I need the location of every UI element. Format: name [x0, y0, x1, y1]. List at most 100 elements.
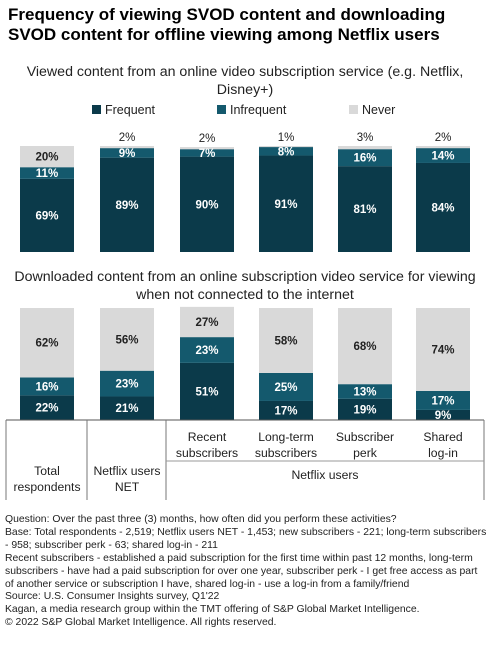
- data-label-chart2-never-0: 62%: [35, 338, 58, 350]
- data-label-chart2-frequent-2: 51%: [195, 386, 218, 398]
- legend-swatch-never: [349, 105, 358, 115]
- category-label-3-line-1: subscribers: [255, 446, 317, 460]
- data-label-chart1-frequent-5: 84%: [431, 202, 454, 214]
- bar-chart1-frequent-3: [259, 155, 313, 252]
- bar-chart1-never-0: [20, 146, 74, 168]
- footnote-kagan: Kagan, a media research group within the…: [5, 604, 420, 616]
- bar-chart1-infrequent-1: [100, 148, 154, 158]
- bar-chart2-frequent-4: [338, 398, 392, 420]
- data-label-chart2-infrequent-4: 13%: [353, 386, 376, 398]
- data-label-chart1-frequent-2: 90%: [195, 199, 218, 211]
- bar-chart1-never-3: [259, 146, 313, 148]
- legend-item-frequent: Frequent: [92, 103, 155, 117]
- data-label-chart2-never-4: 68%: [353, 341, 376, 353]
- legend-label-frequent: Frequent: [105, 103, 156, 117]
- bar-chart1-frequent-0: [20, 178, 74, 252]
- legend-label-never: Never: [362, 103, 396, 117]
- category-label-0-line-2: respondents: [13, 480, 80, 494]
- bar-chart1-frequent-4: [338, 166, 392, 252]
- data-label-chart1-infrequent-0: 11%: [36, 168, 58, 180]
- bar-chart2-never-0: [20, 308, 74, 378]
- category-label-1-line-2: NET: [115, 480, 140, 494]
- category-label-2-line-0: Recent: [188, 430, 227, 444]
- data-label-chart2-frequent-0: 22%: [35, 403, 58, 415]
- data-label-chart2-frequent-5: 9%: [435, 410, 452, 422]
- netflix-users-group-label: Netflix users: [291, 468, 358, 482]
- footnote-base: Base: Total respondents - 2,519; Netflix…: [5, 526, 487, 551]
- bar-chart2-frequent-2: [180, 362, 234, 420]
- data-label-chart2-frequent-3: 17%: [274, 405, 297, 417]
- data-label-chart2-infrequent-0: 16%: [35, 381, 58, 393]
- bar-chart1-frequent-5: [416, 162, 470, 252]
- data-label-chart1-never-3: 1%: [278, 132, 295, 144]
- bar-chart2-infrequent-4: [338, 384, 392, 399]
- data-label-chart2-infrequent-1: 23%: [115, 379, 138, 391]
- data-label-chart1-never-5: 2%: [435, 132, 452, 144]
- stacked-bar-charts: 69% 11% 20% 89% 9% 2% 90% 7% 2% 91% 8% 1% 81% 16% 3% 84…: [5, 132, 485, 500]
- bar-chart1-never-1: [100, 146, 154, 149]
- data-label-chart1-frequent-0: 69%: [35, 210, 58, 222]
- bar-chart1-infrequent-4: [338, 149, 392, 167]
- data-label-chart1-frequent-4: 81%: [353, 204, 376, 216]
- bar-chart1-never-5: [416, 146, 470, 149]
- bar-chart2-frequent-3: [259, 400, 313, 420]
- category-label-5-line-1: log-in: [428, 446, 458, 460]
- data-label-chart2-frequent-4: 19%: [353, 404, 376, 416]
- data-label-chart1-never-1: 2%: [119, 132, 136, 144]
- bar-chart1-infrequent-3: [259, 147, 313, 156]
- bar-chart1-never-2: [180, 147, 234, 150]
- data-label-chart2-infrequent-2: 23%: [195, 345, 218, 357]
- bar-chart2-never-2: [180, 306, 234, 338]
- legend-item-never: Never: [349, 103, 395, 117]
- legend: Frequent Infrequent Never: [0, 103, 490, 119]
- category-label-4-line-1: perk: [353, 446, 378, 460]
- bar-chart2-infrequent-5: [416, 390, 470, 410]
- category-label-2-line-1: subscribers: [176, 446, 238, 460]
- footnotes: Question: Over the past three (3) months…: [5, 514, 487, 630]
- data-label-chart2-never-2: 27%: [195, 317, 218, 329]
- data-label-chart1-never-0: 20%: [35, 152, 58, 164]
- legend-item-infrequent: Infrequent: [217, 103, 286, 117]
- bar-chart1-frequent-2: [180, 156, 234, 252]
- category-label-1-line-1: Netflix users: [93, 464, 160, 478]
- data-label-chart1-infrequent-5: 14%: [431, 151, 454, 163]
- footnote-definitions: Recent subscribers - established a paid …: [5, 552, 478, 590]
- legend-swatch-frequent: [92, 105, 101, 115]
- data-label-chart1-frequent-3: 91%: [274, 199, 297, 211]
- data-label-chart1-never-2: 2%: [199, 133, 216, 145]
- bar-chart2-infrequent-0: [20, 377, 74, 396]
- data-label-chart1-infrequent-4: 16%: [353, 153, 376, 165]
- data-label-chart2-never-3: 58%: [274, 335, 297, 347]
- data-label-chart1-infrequent-2: 7%: [199, 148, 216, 160]
- legend-label-infrequent: Infrequent: [230, 103, 287, 117]
- data-label-chart2-frequent-1: 21%: [115, 403, 138, 415]
- bar-chart2-infrequent-3: [259, 372, 313, 401]
- data-label-chart1-never-4: 3%: [357, 132, 374, 144]
- footnote-copyright: © 2022 S&P Global Market Intelligence. A…: [5, 617, 277, 629]
- data-label-chart2-never-1: 56%: [115, 334, 138, 346]
- bar-chart1-frequent-1: [100, 157, 154, 252]
- chart-title: Frequency of viewing SVOD content and do…: [8, 5, 446, 44]
- footnote-question: Question: Over the past three (3) months…: [5, 514, 397, 525]
- bar-chart2-frequent-1: [100, 396, 154, 420]
- bar-chart2-frequent-5: [416, 409, 470, 420]
- bar-chart2-never-5: [416, 308, 470, 391]
- bar-chart2-frequent-0: [20, 395, 74, 420]
- category-label-3-line-0: Long-term: [258, 430, 314, 444]
- bar-chart2-never-4: [338, 308, 392, 385]
- data-label-chart2-infrequent-3: 25%: [274, 382, 297, 394]
- chart-1-title: Viewed content from an online video subs…: [26, 64, 464, 98]
- chart-2-title: Downloaded content from an online subscr…: [14, 269, 476, 303]
- bar-chart2-infrequent-1: [100, 370, 154, 397]
- data-label-chart2-never-5: 74%: [431, 344, 454, 356]
- category-label-4-line-0: Subscriber: [336, 430, 394, 444]
- bar-chart1-never-4: [338, 146, 392, 150]
- data-label-chart1-frequent-1: 89%: [115, 200, 138, 212]
- data-label-chart1-infrequent-1: 9%: [119, 148, 136, 160]
- bar-chart2-never-1: [100, 308, 154, 371]
- data-label-chart2-infrequent-5: 17%: [431, 395, 454, 407]
- legend-swatch-infrequent: [217, 105, 226, 115]
- bar-chart2-never-3: [259, 308, 313, 373]
- bar-chart2-infrequent-2: [180, 337, 234, 363]
- category-label-5-line-0: Shared: [423, 430, 462, 444]
